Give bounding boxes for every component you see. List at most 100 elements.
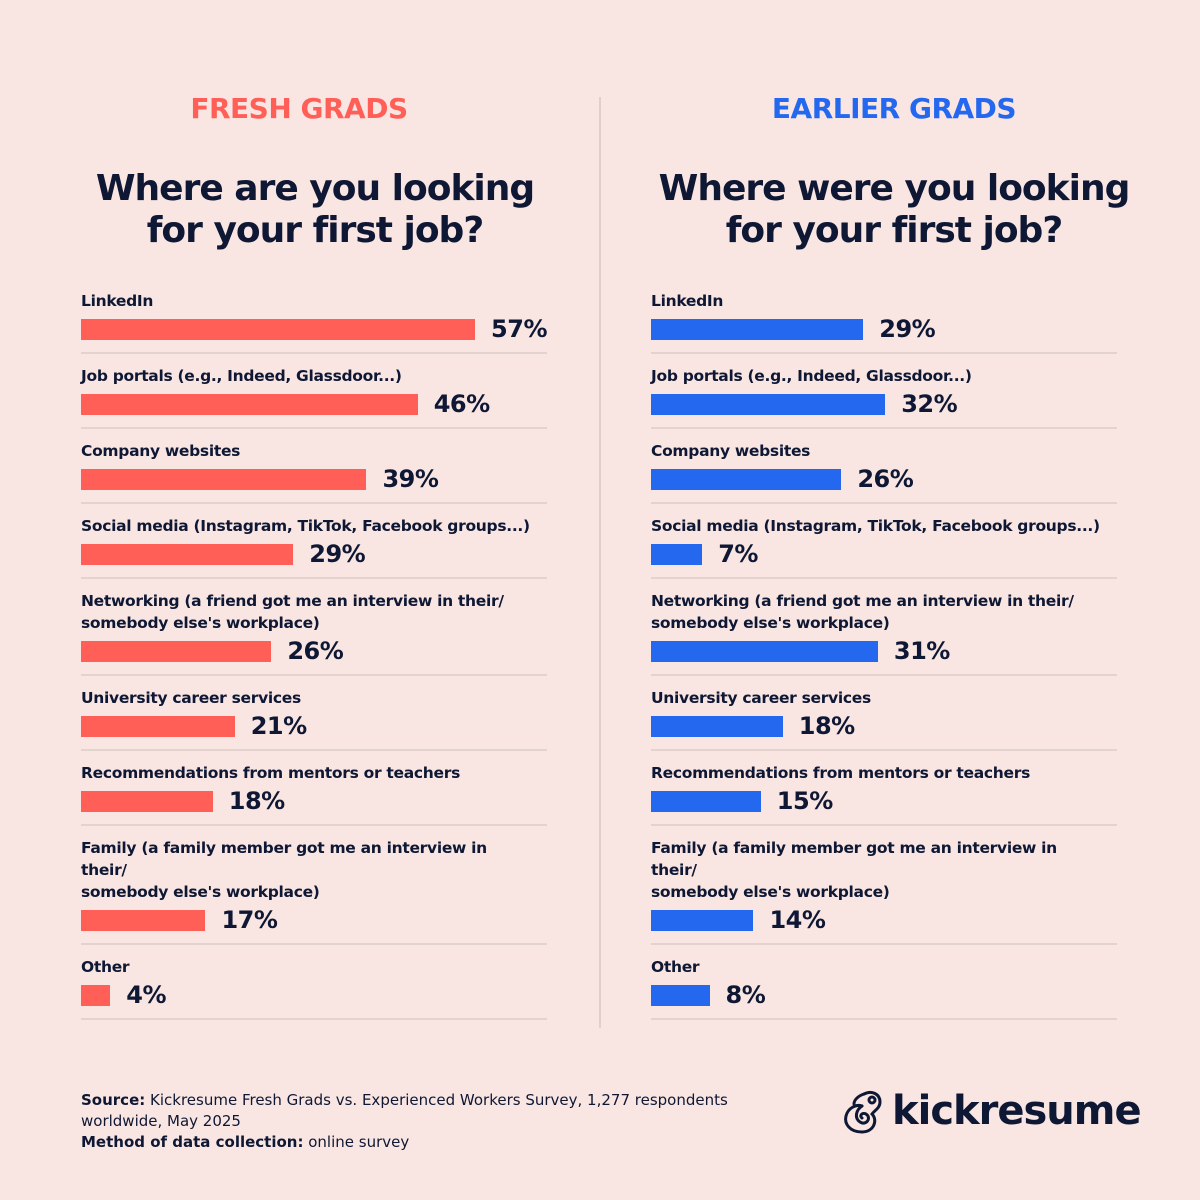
fresh-grads-bars: LinkedIn 57% Job portals (e.g., Indeed, Gl… bbox=[81, 279, 547, 1020]
logo-text: kickresume bbox=[892, 1088, 1142, 1134]
bar bbox=[651, 393, 886, 415]
bar-category-label: Family (a family member got me an interv… bbox=[81, 839, 487, 901]
bar-value-label: 29% bbox=[879, 315, 936, 343]
chameleon-logo-icon bbox=[844, 1090, 882, 1134]
bar-row: LinkedIn 29% bbox=[651, 279, 1117, 354]
bar-category-label: LinkedIn bbox=[81, 292, 154, 310]
bar bbox=[651, 468, 842, 490]
bar-category-label: University career services bbox=[651, 689, 871, 707]
bar-row: Networking (a friend got me an interview… bbox=[81, 579, 547, 676]
bar-line: 21% bbox=[81, 712, 547, 740]
bar-line: 26% bbox=[81, 637, 547, 665]
bar-category-label: Family (a family member got me an interv… bbox=[651, 839, 1057, 901]
bar bbox=[651, 909, 754, 931]
bar-value-label: 18% bbox=[798, 712, 855, 740]
kickresume-logo: kickresume bbox=[842, 1088, 1142, 1134]
bar-value-label: 57% bbox=[491, 315, 547, 343]
bar bbox=[651, 984, 710, 1006]
source-label: Source: bbox=[81, 1091, 146, 1109]
bar-row: University career services 18% bbox=[651, 676, 1117, 751]
bar-row: University career services 21% bbox=[81, 676, 547, 751]
method-label: Method of data collection: bbox=[81, 1133, 304, 1151]
bar bbox=[81, 715, 235, 737]
bar-line: 18% bbox=[651, 712, 1117, 740]
bar-line: 17% bbox=[81, 906, 547, 934]
bar-value-label: 14% bbox=[769, 906, 826, 934]
bar bbox=[651, 715, 783, 737]
source-line: Source: Kickresume Fresh Grads vs. Exper… bbox=[81, 1090, 761, 1132]
bar-row: Social media (Instagram, TikTok, Faceboo… bbox=[81, 504, 547, 579]
bar-category-label: LinkedIn bbox=[651, 292, 724, 310]
bar-value-label: 26% bbox=[287, 637, 344, 665]
bar-value-label: 7% bbox=[718, 540, 758, 568]
bar bbox=[651, 543, 703, 565]
bar-value-label: 46% bbox=[433, 390, 490, 418]
bar-line: 26% bbox=[651, 465, 1117, 493]
bar bbox=[81, 543, 294, 565]
bar-line: 46% bbox=[81, 390, 547, 418]
bar bbox=[651, 790, 761, 812]
bar-category-label: Job portals (e.g., Indeed, Glassdoor...) bbox=[651, 367, 972, 385]
bar-category-label: Company websites bbox=[651, 442, 811, 460]
bar-line: 39% bbox=[81, 465, 547, 493]
bar bbox=[81, 984, 111, 1006]
bar-line: 29% bbox=[81, 540, 547, 568]
bar-line: 4% bbox=[81, 981, 547, 1009]
earlier-grads-bars: LinkedIn 29% Job portals (e.g., Indeed, Gl… bbox=[651, 279, 1117, 1020]
bar-value-label: 17% bbox=[221, 906, 278, 934]
bar-value-label: 4% bbox=[126, 981, 167, 1009]
bar-value-label: 21% bbox=[250, 712, 307, 740]
earlier-grads-question: Where were you looking for your first jo… bbox=[658, 168, 1131, 251]
bar-category-label: Company websites bbox=[81, 442, 241, 460]
bar-row: Recommendations from mentors or teachers… bbox=[81, 751, 547, 826]
bar-value-label: 39% bbox=[382, 465, 439, 493]
bar-value-label: 26% bbox=[857, 465, 914, 493]
bar-row: Family (a family member got me an interv… bbox=[81, 826, 547, 945]
bar-category-label: Social media (Instagram, TikTok, Faceboo… bbox=[651, 517, 1100, 535]
bar-line: 32% bbox=[651, 390, 1117, 418]
bar-value-label: 31% bbox=[893, 637, 950, 665]
bar bbox=[81, 909, 206, 931]
bar-category-label: Other bbox=[651, 958, 700, 976]
bar bbox=[81, 393, 418, 415]
bar-value-label: 15% bbox=[776, 787, 833, 815]
bar bbox=[81, 790, 213, 812]
bar-category-label: Job portals (e.g., Indeed, Glassdoor...) bbox=[81, 367, 402, 385]
bar-value-label: 29% bbox=[309, 540, 366, 568]
bar-row: Networking (a friend got me an interview… bbox=[651, 579, 1117, 676]
bar-line: 18% bbox=[81, 787, 547, 815]
bar-category-label: Social media (Instagram, TikTok, Faceboo… bbox=[81, 517, 530, 535]
fresh-grads-label: FRESH GRADS bbox=[190, 92, 408, 125]
bar-line: 31% bbox=[651, 637, 1117, 665]
footer-source: Source: Kickresume Fresh Grads vs. Exper… bbox=[81, 1090, 761, 1153]
bar bbox=[651, 640, 878, 662]
earlier-grads-label: EARLIER GRADS bbox=[771, 92, 1017, 125]
bar-row: Job portals (e.g., Indeed, Glassdoor...)… bbox=[651, 354, 1117, 429]
bar-category-label: Recommendations from mentors or teachers bbox=[651, 764, 1030, 782]
bar-row: Family (a family member got me an interv… bbox=[651, 826, 1117, 945]
bar-line: 7% bbox=[651, 540, 1117, 568]
bar-row: Job portals (e.g., Indeed, Glassdoor...)… bbox=[81, 354, 547, 429]
bar-category-label: Recommendations from mentors or teachers bbox=[81, 764, 460, 782]
bar-line: 29% bbox=[651, 315, 1117, 343]
bar-line: 15% bbox=[651, 787, 1117, 815]
bar bbox=[81, 318, 476, 340]
bar-category-label: Networking (a friend got me an interview… bbox=[651, 592, 1074, 632]
bar bbox=[81, 640, 272, 662]
bar-category-label: Other bbox=[81, 958, 130, 976]
bar-row: Other 8% bbox=[651, 945, 1117, 1020]
bar-value-label: 8% bbox=[725, 981, 766, 1009]
bar-row: Other 4% bbox=[81, 945, 547, 1020]
bar-row: LinkedIn 57% bbox=[81, 279, 547, 354]
bar bbox=[651, 318, 864, 340]
bar-row: Social media (Instagram, TikTok, Faceboo… bbox=[651, 504, 1117, 579]
bar-line: 14% bbox=[651, 906, 1117, 934]
bar-row: Company websites 26% bbox=[651, 429, 1117, 504]
bar-category-label: Networking (a friend got me an interview… bbox=[81, 592, 504, 632]
bar-line: 8% bbox=[651, 981, 1117, 1009]
bar-value-label: 32% bbox=[901, 390, 958, 418]
bar-value-label: 18% bbox=[228, 787, 285, 815]
bar-line: 57% bbox=[81, 315, 547, 343]
panel-divider bbox=[599, 97, 601, 1028]
bar bbox=[81, 468, 367, 490]
